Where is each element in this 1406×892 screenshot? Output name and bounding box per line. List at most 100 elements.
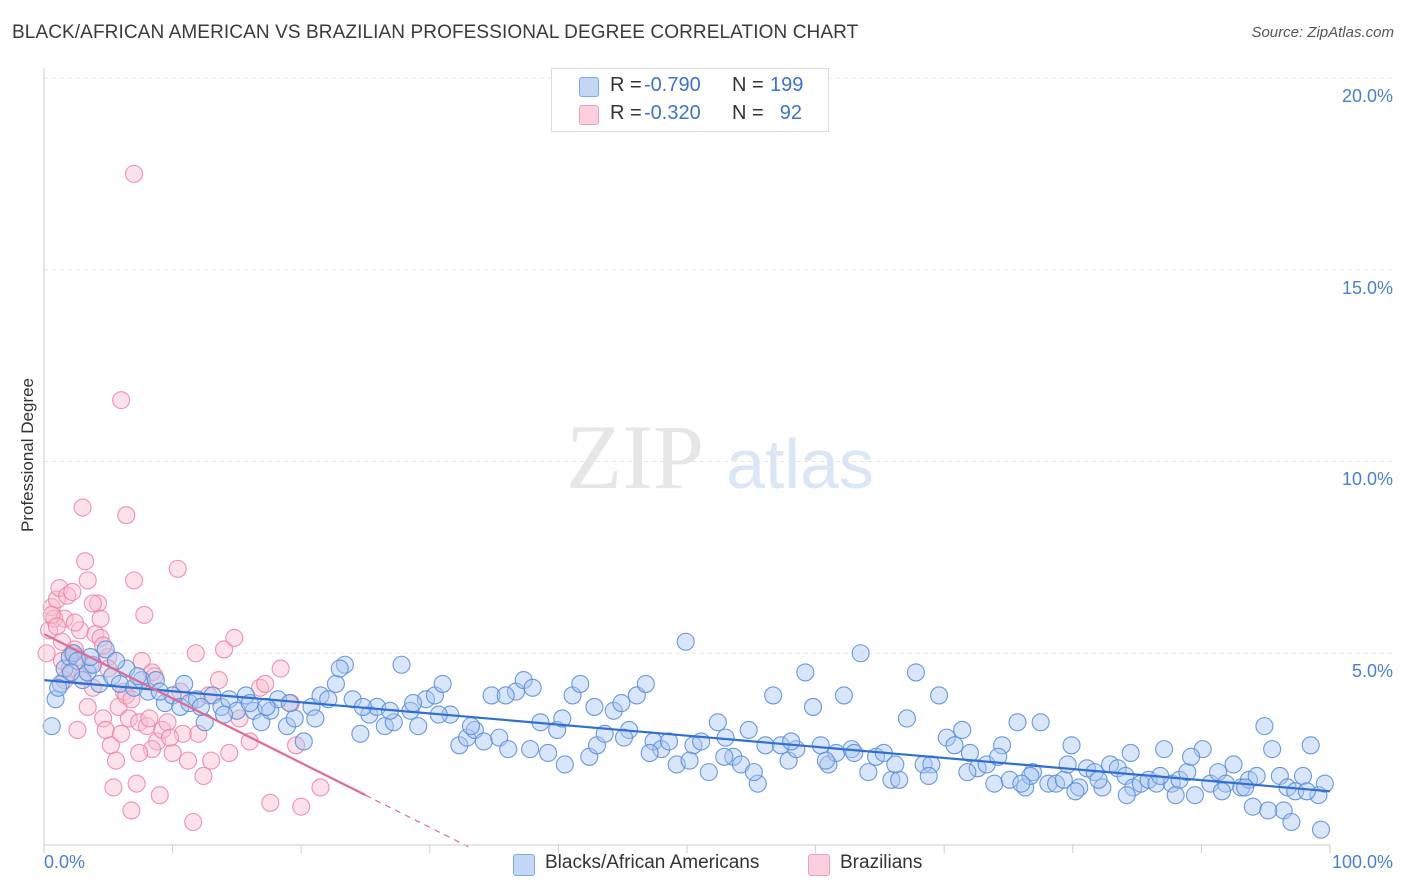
data-point-brazilians bbox=[130, 743, 149, 763]
data-point-blacks bbox=[782, 732, 801, 751]
data-point-blacks bbox=[945, 736, 964, 755]
data-point-brazilians bbox=[189, 724, 208, 743]
trend-line-brazilians bbox=[43, 633, 366, 797]
data-point-brazilians bbox=[106, 751, 126, 770]
data-point-brazilians bbox=[256, 674, 275, 693]
watermark-zip: ZIP bbox=[566, 406, 704, 508]
data-point-blacks bbox=[474, 732, 493, 751]
data-point-blacks bbox=[953, 720, 972, 740]
data-point-blacks bbox=[450, 736, 469, 755]
data-point-brazilians bbox=[168, 559, 187, 578]
legend-n-value: 199 bbox=[770, 74, 804, 96]
data-point-brazilians bbox=[214, 640, 234, 659]
trend-lines bbox=[43, 633, 1331, 848]
data-point-blacks bbox=[715, 747, 734, 766]
series-brazilians bbox=[37, 164, 330, 832]
source-credit: Source: ZipAtlas.com bbox=[1251, 24, 1394, 41]
data-point-brazilians bbox=[150, 786, 169, 805]
trend-line-brazilians-extension bbox=[365, 794, 469, 848]
data-point-brazilians bbox=[163, 743, 182, 763]
data-point-brazilians bbox=[83, 594, 102, 613]
data-point-blacks bbox=[306, 709, 325, 728]
data-point-blacks bbox=[585, 697, 604, 716]
trend-line-blacks bbox=[43, 678, 1331, 793]
legend-n-label: N = bbox=[732, 74, 764, 96]
legend-r-label: R = bbox=[610, 102, 642, 124]
data-point-blacks bbox=[555, 755, 574, 774]
data-point-blacks bbox=[1212, 782, 1232, 801]
data-point-blacks bbox=[1297, 782, 1316, 801]
data-point-blacks bbox=[1301, 736, 1320, 755]
data-point-blacks bbox=[195, 713, 214, 732]
data-point-blacks bbox=[960, 743, 979, 763]
data-point-blacks bbox=[521, 740, 540, 759]
data-point-blacks bbox=[1311, 820, 1331, 839]
data-point-brazilians bbox=[37, 644, 56, 663]
data-point-brazilians bbox=[124, 164, 144, 183]
data-point-blacks bbox=[1282, 812, 1301, 832]
data-point-brazilians bbox=[202, 751, 221, 770]
data-point-blacks bbox=[985, 774, 1004, 793]
data-point-blacks bbox=[1263, 740, 1282, 759]
data-point-blacks bbox=[1178, 763, 1197, 782]
data-point-blacks bbox=[1117, 786, 1136, 805]
data-point-blacks bbox=[636, 674, 655, 693]
data-point-blacks bbox=[42, 717, 61, 736]
data-point-brazilians bbox=[78, 571, 97, 590]
data-point-blacks bbox=[458, 728, 477, 747]
data-point-blacks bbox=[756, 736, 775, 755]
data-point-brazilians bbox=[184, 812, 203, 832]
x-tick-100: 100.0% bbox=[1331, 852, 1393, 872]
data-point-brazilians bbox=[65, 613, 84, 632]
data-point-brazilians bbox=[119, 709, 138, 728]
data-point-blacks bbox=[461, 717, 481, 736]
data-point-brazilians bbox=[311, 778, 330, 797]
axes bbox=[43, 68, 1331, 853]
data-point-blacks bbox=[1012, 774, 1031, 793]
data-point-blacks bbox=[1039, 774, 1058, 793]
data-point-blacks bbox=[989, 747, 1008, 766]
data-point-brazilians bbox=[194, 766, 213, 786]
data-point-blacks bbox=[886, 755, 905, 774]
y-tick-15: 15.0% bbox=[1341, 278, 1393, 298]
data-point-blacks bbox=[906, 663, 925, 682]
data-point-brazilians bbox=[47, 617, 66, 636]
legend-row-pink: R = -0.320 N = 92 bbox=[552, 102, 828, 128]
watermark: ZIP atlas bbox=[566, 406, 874, 508]
series-blacks-african-americans bbox=[42, 632, 1334, 839]
data-point-blacks bbox=[676, 632, 695, 651]
data-point-blacks bbox=[409, 717, 428, 736]
data-point-blacks bbox=[49, 678, 68, 697]
stats-legend: R = -0.790 N = 199 R = -0.320 N = 92 bbox=[551, 68, 829, 132]
data-point-blacks bbox=[930, 686, 949, 705]
data-point-blacks bbox=[523, 678, 542, 697]
x-tick-0: 0.0% bbox=[44, 852, 86, 872]
data-point-blacks bbox=[330, 659, 349, 678]
data-point-blacks bbox=[496, 686, 515, 705]
data-point-blacks bbox=[61, 663, 81, 682]
data-point-brazilians bbox=[220, 743, 239, 763]
data-point-blacks bbox=[433, 674, 452, 693]
data-point-blacks bbox=[1224, 755, 1243, 774]
data-point-blacks bbox=[360, 705, 379, 724]
data-point-blacks bbox=[1255, 717, 1274, 736]
data-point-blacks bbox=[1058, 755, 1077, 774]
data-point-blacks bbox=[482, 686, 501, 705]
data-point-blacks bbox=[553, 709, 572, 728]
data-point-brazilians bbox=[240, 732, 259, 751]
data-point-brazilians bbox=[127, 774, 146, 793]
data-point-blacks bbox=[640, 743, 659, 763]
data-point-blacks bbox=[680, 751, 699, 770]
data-point-blacks bbox=[699, 763, 718, 782]
data-point-blacks bbox=[993, 736, 1012, 755]
data-point-blacks bbox=[1315, 774, 1334, 793]
data-point-blacks bbox=[748, 774, 767, 793]
data-point-blacks bbox=[708, 713, 727, 732]
data-point-brazilians bbox=[186, 644, 205, 663]
data-point-brazilians bbox=[78, 697, 97, 716]
data-point-blacks bbox=[384, 713, 403, 732]
data-point-brazilians bbox=[68, 720, 87, 740]
data-point-blacks bbox=[845, 743, 864, 763]
data-point-blacks bbox=[1185, 786, 1205, 805]
data-point-blacks bbox=[285, 709, 304, 728]
